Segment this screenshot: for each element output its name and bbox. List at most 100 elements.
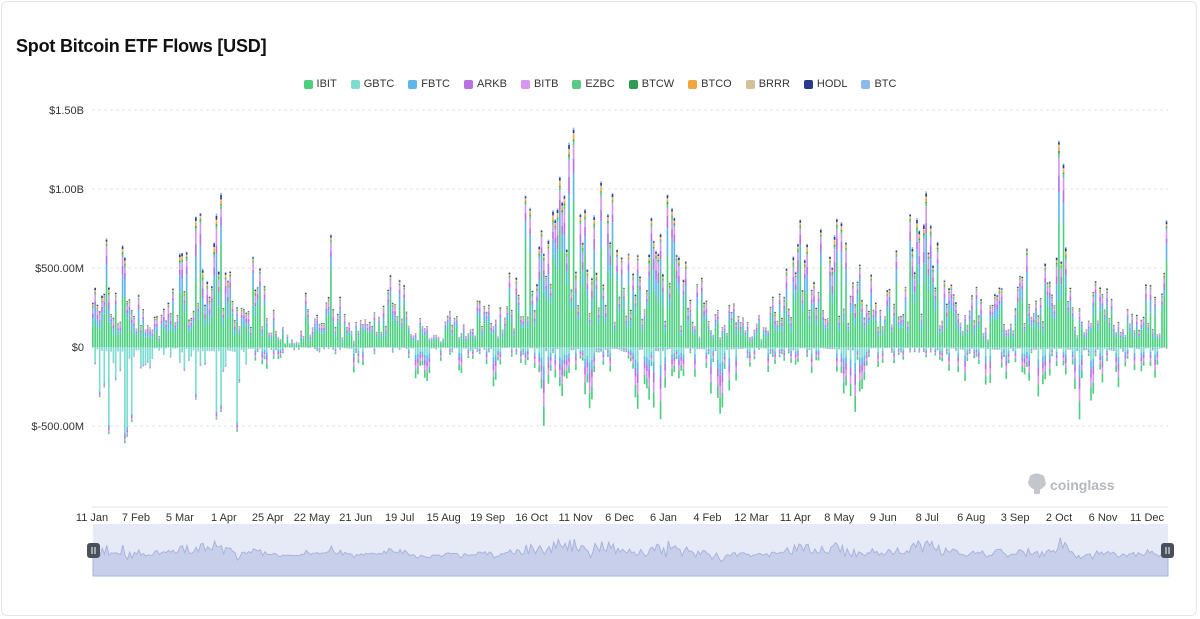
bar-segment-arkb[interactable] — [758, 348, 760, 349]
bar-segment-arkb[interactable] — [627, 351, 630, 354]
bar-segment-btc[interactable] — [172, 288, 174, 289]
bar-segment-fbtc[interactable] — [199, 245, 202, 270]
bar-segment-ibit[interactable] — [387, 312, 389, 347]
bar-segment-gbtc[interactable] — [188, 347, 190, 360]
bar-segment-fbtc[interactable] — [810, 353, 813, 358]
bar-segment-brrr[interactable] — [813, 284, 815, 286]
bar-segment-fbtc[interactable] — [719, 363, 721, 375]
bar-segment-hodl[interactable] — [462, 324, 465, 326]
bar-segment-ibit[interactable] — [568, 213, 570, 347]
bar-segment-brrr[interactable] — [584, 213, 586, 215]
bar-segment-fbtc[interactable] — [119, 368, 122, 370]
bar-segment-ezbc[interactable] — [799, 226, 802, 230]
bar-segment-ibit[interactable] — [364, 328, 367, 347]
bar-segment-gbtc[interactable] — [488, 347, 490, 349]
bar-segment-bitb[interactable] — [474, 336, 476, 338]
bar-segment-bitb[interactable] — [286, 335, 289, 337]
bar-segment-gbtc[interactable] — [632, 347, 634, 353]
bar-segment-fbtc[interactable] — [575, 293, 577, 310]
bar-segment-brrr[interactable] — [652, 242, 655, 244]
bar-segment-bitb[interactable] — [673, 361, 676, 366]
bar-segment-brrr[interactable] — [659, 237, 662, 239]
bar-segment-arkb[interactable] — [423, 359, 426, 365]
bar-segment-fbtc[interactable] — [179, 274, 181, 293]
bar-segment-ibit[interactable] — [183, 312, 186, 347]
bar-segment-bitb[interactable] — [540, 371, 543, 379]
bar-segment-arkb[interactable] — [316, 320, 319, 323]
bar-segment-hodl[interactable] — [227, 281, 229, 283]
bar-segment-ezbc[interactable] — [803, 266, 806, 269]
bar-segment-ibit[interactable] — [671, 258, 673, 347]
bar-segment-brrr[interactable] — [220, 199, 222, 201]
bar-segment-ezbc[interactable] — [336, 315, 339, 317]
bar-segment-arkb[interactable] — [529, 228, 531, 235]
bar-segment-hodl[interactable] — [799, 220, 802, 223]
bar-segment-bitb[interactable] — [575, 360, 577, 365]
bar-segment-arkb[interactable] — [142, 316, 145, 319]
bar-segment-ezbc[interactable] — [673, 225, 676, 227]
bar-segment-bitb[interactable] — [762, 328, 765, 330]
bar-segment-ibit[interactable] — [652, 392, 655, 408]
bar-segment-bitb[interactable] — [167, 307, 170, 314]
bar-segment-arkb[interactable] — [591, 290, 593, 299]
bar-segment-arkb[interactable] — [373, 349, 376, 352]
bar-segment-arkb[interactable] — [568, 357, 570, 363]
bar-segment-btcw[interactable] — [799, 225, 802, 227]
bar-segment-arkb[interactable] — [620, 348, 623, 350]
bar-segment-ibit[interactable] — [678, 292, 680, 347]
bar-segment-fbtc[interactable] — [595, 348, 598, 350]
bar-segment-ibit[interactable] — [808, 323, 811, 347]
bar-segment-ibit[interactable] — [112, 335, 115, 347]
bar-segment-ibit[interactable] — [556, 348, 559, 350]
bar-segment-ibit[interactable] — [96, 326, 99, 347]
bar-segment-arkb[interactable] — [158, 338, 161, 340]
bar-segment-bitb[interactable] — [543, 392, 545, 407]
bar-segment-ibit[interactable] — [739, 334, 742, 347]
bar-segment-gbtc[interactable] — [334, 347, 337, 349]
bar-segment-fbtc[interactable] — [744, 334, 747, 337]
bar-segment-ibit[interactable] — [774, 329, 776, 347]
bar-segment-arkb[interactable] — [492, 363, 495, 370]
bar-segment-ezbc[interactable] — [369, 323, 371, 325]
bar-segment-fbtc[interactable] — [664, 327, 666, 331]
bar-segment-bitb[interactable] — [245, 316, 248, 319]
bar-segment-hodl[interactable] — [625, 315, 628, 317]
bar-segment-bitb[interactable] — [430, 338, 433, 340]
bar-segment-ibit[interactable] — [817, 308, 820, 347]
bar-segment-arkb[interactable] — [282, 329, 284, 332]
bar-segment-arkb[interactable] — [94, 362, 96, 364]
bar-segment-fbtc[interactable] — [318, 348, 321, 350]
bar-segment-gbtc[interactable] — [572, 347, 575, 348]
bar-segment-gbtc[interactable] — [533, 347, 536, 353]
bar-segment-btco[interactable] — [524, 199, 527, 202]
bar-segment-gbtc[interactable] — [749, 347, 751, 352]
bar-segment-btco[interactable] — [183, 292, 186, 295]
bar-segment-ibit[interactable] — [703, 348, 705, 350]
bar-segment-fbtc[interactable] — [673, 242, 676, 267]
bar-segment-btcw[interactable] — [524, 201, 527, 203]
bar-segment-fbtc[interactable] — [508, 287, 511, 296]
bar-segment-bitb[interactable] — [836, 229, 838, 239]
bar-segment-gbtc[interactable] — [655, 347, 657, 349]
bar-segment-fbtc[interactable] — [568, 193, 570, 214]
bar-segment-hodl[interactable] — [540, 230, 543, 233]
bar-segment-hodl[interactable] — [343, 314, 346, 316]
bar-segment-gbtc[interactable] — [842, 347, 845, 359]
bar-segment-fbtc[interactable] — [540, 252, 543, 271]
bar-segment-arkb[interactable] — [602, 354, 605, 358]
bar-segment-gbtc[interactable] — [497, 347, 499, 351]
bar-segment-brrr[interactable] — [167, 304, 170, 305]
bar-segment-ezbc[interactable] — [236, 310, 238, 312]
bar-segment-arkb[interactable] — [559, 363, 561, 370]
bar-segment-btcw[interactable] — [559, 185, 561, 188]
bar-segment-bitb[interactable] — [144, 331, 147, 333]
bar-segment-bitb[interactable] — [801, 294, 804, 301]
bar-segment-btco[interactable] — [559, 182, 561, 186]
bar-segment-fbtc[interactable] — [648, 276, 650, 296]
bar-segment-gbtc[interactable] — [472, 347, 474, 350]
bar-segment-brrr[interactable] — [197, 303, 199, 305]
bar-segment-btc[interactable] — [655, 250, 657, 252]
bar-segment-ibit[interactable] — [362, 332, 364, 347]
bar-segment-brrr[interactable] — [684, 263, 687, 265]
bar-segment-btco[interactable] — [517, 296, 520, 298]
